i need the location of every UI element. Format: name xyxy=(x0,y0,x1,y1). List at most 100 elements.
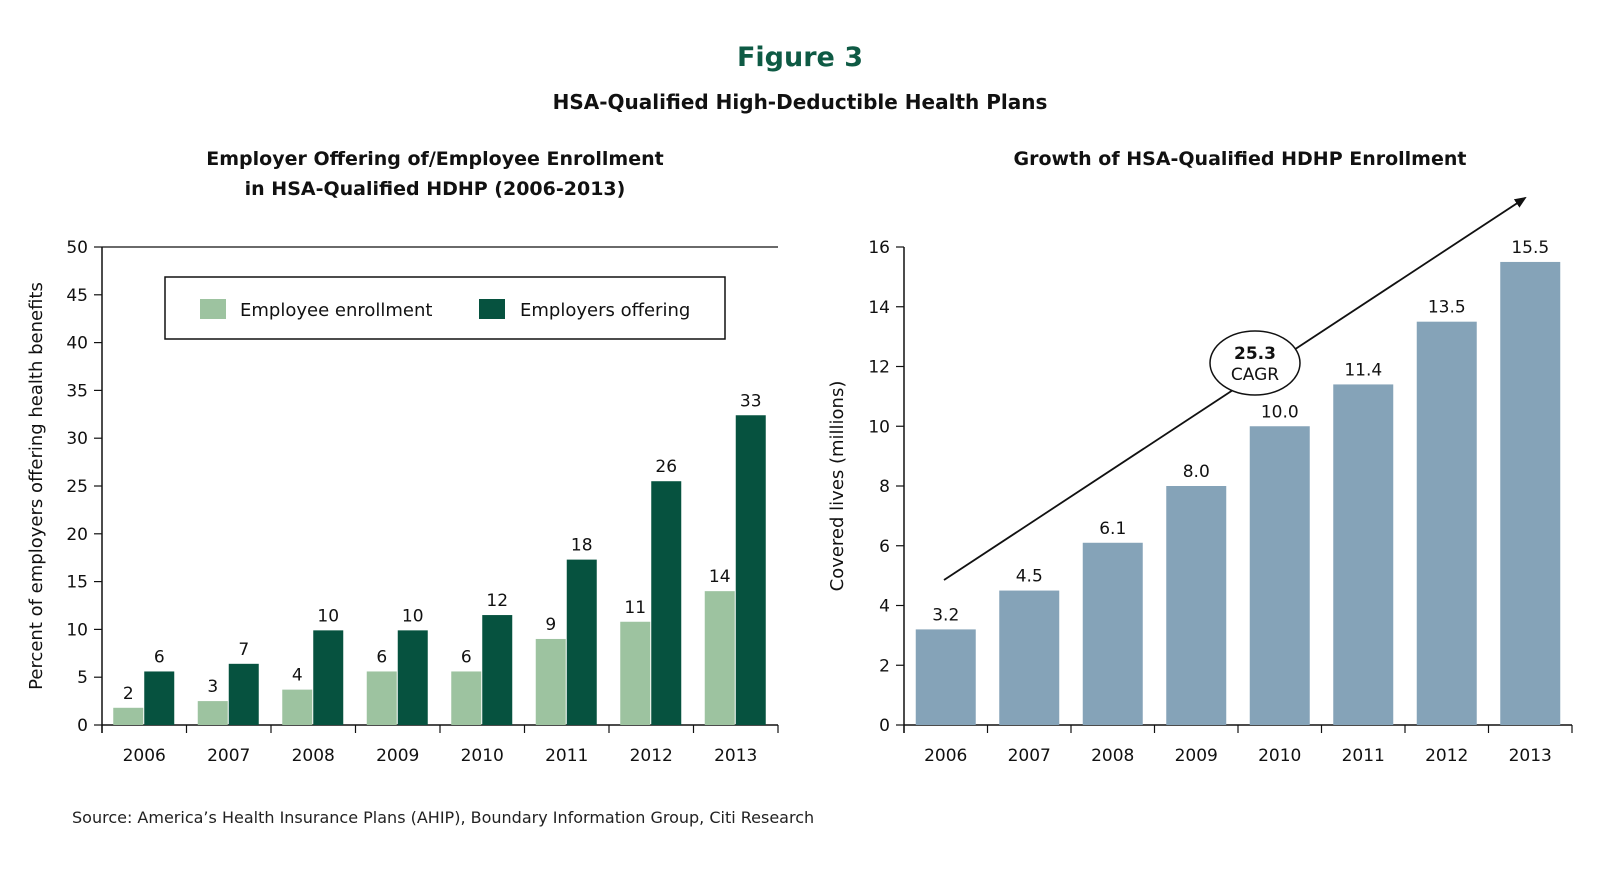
right-x-tick-label: 2006 xyxy=(924,746,967,766)
left-chart-title-line1: Employer Offering of/Employee Enrollment xyxy=(206,148,664,170)
left-x-tick-label: 2007 xyxy=(207,746,250,766)
data-label-employee-enrollment: 11 xyxy=(624,598,646,618)
bar-covered-lives xyxy=(1416,321,1477,725)
right-y-tick-label: 16 xyxy=(868,238,890,258)
data-label-employers-offering: 12 xyxy=(486,591,508,611)
legend-label-employers-offering: Employers offering xyxy=(520,300,690,321)
left-x-tick-label: 2010 xyxy=(461,746,504,766)
left-y-tick-label: 50 xyxy=(66,238,88,258)
left-chart-title-line2: in HSA-Qualified HDHP (2006-2013) xyxy=(244,178,626,200)
bar-employers-offering xyxy=(735,415,766,725)
left-y-axis-label: Percent of employers offering health ben… xyxy=(26,282,47,690)
cagr-value: 25.3 xyxy=(1234,344,1276,364)
right-chart-title: Growth of HSA-Qualified HDHP Enrollment xyxy=(1013,148,1467,170)
bar-employers-offering xyxy=(144,671,175,725)
right-y-tick-label: 14 xyxy=(868,298,890,318)
cagr-bubble xyxy=(1209,330,1301,396)
left-chart-title: Employer Offering of/Employee Enrollment… xyxy=(100,144,770,204)
source-note: Source: America’s Health Insurance Plans… xyxy=(72,808,815,827)
data-label-covered-lives: 10.0 xyxy=(1261,402,1299,422)
left-y-tick-label: 45 xyxy=(66,286,88,306)
data-label-covered-lives: 8.0 xyxy=(1183,462,1210,482)
left-y-tick-label: 5 xyxy=(77,668,88,688)
bar-employee-enrollment xyxy=(620,621,651,725)
left-x-tick-label: 2006 xyxy=(123,746,166,766)
bar-employee-enrollment xyxy=(535,638,566,725)
legend-label-employee-enrollment: Employee enrollment xyxy=(240,300,432,321)
bar-employers-offering xyxy=(566,559,597,725)
data-label-employee-enrollment: 14 xyxy=(709,567,731,587)
left-x-tick-label: 2011 xyxy=(545,746,588,766)
left-y-tick-label: 15 xyxy=(66,573,88,593)
bar-employers-offering xyxy=(313,630,344,725)
bar-employers-offering xyxy=(482,615,513,725)
data-label-employee-enrollment: 6 xyxy=(461,647,472,667)
bar-covered-lives xyxy=(1333,384,1394,725)
bar-covered-lives xyxy=(999,590,1060,725)
right-y-axis-label: Covered lives (millions) xyxy=(827,381,848,592)
data-label-employee-enrollment: 4 xyxy=(292,666,303,686)
left-x-tick-label: 2008 xyxy=(292,746,335,766)
right-y-tick-label: 2 xyxy=(879,656,890,676)
bar-covered-lives xyxy=(915,629,976,725)
bar-employers-offering xyxy=(397,630,428,725)
bar-covered-lives xyxy=(1500,261,1561,725)
left-y-tick-label: 30 xyxy=(66,429,88,449)
right-x-tick-label: 2008 xyxy=(1091,746,1134,766)
data-label-employee-enrollment: 9 xyxy=(545,615,556,635)
left-y-tick-label: 40 xyxy=(66,334,88,354)
data-label-employers-offering: 6 xyxy=(154,647,165,667)
bar-covered-lives xyxy=(1166,486,1227,725)
data-label-employers-offering: 10 xyxy=(402,606,424,626)
data-label-employers-offering: 33 xyxy=(740,391,762,411)
right-y-tick-label: 8 xyxy=(879,477,890,497)
cagr-label: CAGR xyxy=(1231,365,1279,385)
left-y-tick-label: 35 xyxy=(66,381,88,401)
bar-covered-lives xyxy=(1082,542,1143,725)
bar-employee-enrollment xyxy=(451,671,482,725)
data-label-employers-offering: 26 xyxy=(655,457,677,477)
right-x-tick-label: 2010 xyxy=(1258,746,1301,766)
right-y-tick-label: 10 xyxy=(868,417,890,437)
data-label-employee-enrollment: 2 xyxy=(123,684,134,704)
bar-employee-enrollment xyxy=(366,671,397,725)
right-y-tick-label: 12 xyxy=(868,358,890,378)
figure-title: Figure 3 xyxy=(736,42,864,73)
right-y-tick-label: 0 xyxy=(879,716,890,736)
left-x-tick-label: 2013 xyxy=(714,746,757,766)
left-y-tick-label: 0 xyxy=(77,716,88,736)
data-label-employee-enrollment: 3 xyxy=(207,677,218,697)
bar-employers-offering xyxy=(228,663,259,725)
bar-employers-offering xyxy=(651,481,682,725)
figure-subtitle: HSA-Qualified High-Deductible Health Pla… xyxy=(552,90,1048,114)
bar-employee-enrollment xyxy=(282,689,313,725)
legend-swatch-employee-enrollment xyxy=(200,299,226,319)
data-label-employers-offering: 18 xyxy=(571,536,593,556)
data-label-covered-lives: 15.5 xyxy=(1511,238,1549,258)
bar-covered-lives xyxy=(1249,426,1310,725)
data-label-covered-lives: 13.5 xyxy=(1428,298,1466,318)
right-x-tick-label: 2007 xyxy=(1008,746,1051,766)
bar-employee-enrollment xyxy=(197,701,228,725)
left-x-tick-label: 2009 xyxy=(376,746,419,766)
data-label-covered-lives: 11.4 xyxy=(1344,360,1382,380)
right-x-tick-label: 2012 xyxy=(1425,746,1468,766)
data-label-covered-lives: 3.2 xyxy=(932,605,959,625)
right-x-tick-label: 2009 xyxy=(1175,746,1218,766)
left-y-tick-label: 20 xyxy=(66,525,88,545)
bar-employee-enrollment xyxy=(704,591,735,725)
legend-box xyxy=(164,276,726,340)
right-y-tick-label: 6 xyxy=(879,537,890,557)
data-label-employers-offering: 10 xyxy=(317,606,339,626)
data-label-employers-offering: 7 xyxy=(238,640,249,660)
right-y-tick-label: 4 xyxy=(879,597,890,617)
data-label-covered-lives: 6.1 xyxy=(1099,519,1126,539)
left-x-tick-label: 2012 xyxy=(630,746,673,766)
legend-swatch-employers-offering xyxy=(479,299,505,319)
left-y-tick-label: 10 xyxy=(66,620,88,640)
data-label-covered-lives: 4.5 xyxy=(1016,567,1043,587)
right-x-tick-label: 2011 xyxy=(1342,746,1385,766)
left-y-tick-label: 25 xyxy=(66,477,88,497)
right-x-tick-label: 2013 xyxy=(1509,746,1552,766)
